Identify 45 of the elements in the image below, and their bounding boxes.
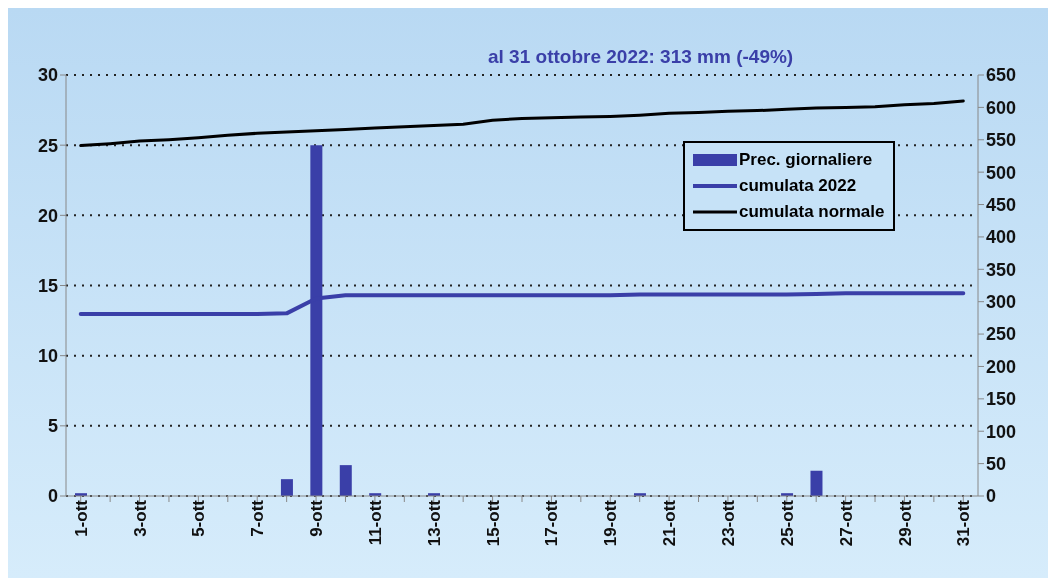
y2-tick-label: 600 (986, 97, 1017, 118)
y-tick-label: 25 (37, 135, 58, 156)
line-series (79, 99, 965, 148)
y2-tick-label: 0 (986, 486, 997, 507)
x-tick-label: 15-ott (483, 499, 503, 547)
y2-tick-label: 400 (986, 227, 1017, 248)
x-tick-label: 9-ott (307, 499, 327, 537)
y2-tick-label: 350 (986, 259, 1017, 280)
x-tick-label: 13-ott (424, 499, 444, 547)
y2-tick-label: 300 (986, 292, 1017, 313)
y2-tick-label: 150 (986, 389, 1017, 410)
legend-label: Prec. giornaliere (739, 150, 873, 170)
y2-tick-label: 200 (986, 356, 1017, 377)
y-tick-label: 5 (47, 416, 58, 437)
x-tick-label: 27-ott (836, 499, 856, 547)
x-tick-label: 7-ott (248, 499, 268, 537)
y2-tick-label: 250 (986, 324, 1017, 345)
text: al 31 ottobre 2022: 313 mm (-49%) (488, 46, 794, 68)
bar (339, 465, 352, 496)
legend-label: cumulata normale (739, 202, 885, 222)
y2-tick-label: 50 (986, 454, 1007, 475)
x-tick-label: 23-ott (719, 499, 739, 547)
x-tick-label: 21-ott (660, 499, 680, 547)
bar (280, 479, 293, 496)
x-tick-label: 11-ott (365, 499, 385, 546)
x-tick-label: 25-ott (777, 499, 797, 547)
y-tick-label: 30 (37, 65, 58, 86)
x-tick-label: 31-ott (954, 499, 974, 547)
x-tick-label: 3-ott (130, 499, 150, 537)
y2-tick-label: 500 (986, 162, 1017, 183)
x-tick-label: 17-ott (542, 499, 562, 547)
legend-label: cumulata 2022 (739, 176, 857, 196)
y2-tick-label: 100 (986, 421, 1017, 442)
y2-tick-label: 450 (986, 194, 1017, 215)
x-tick-label: 29-ott (895, 499, 915, 547)
y-tick-label: 15 (37, 275, 58, 296)
x-tick-label: 1-ott (71, 499, 91, 537)
bar (810, 470, 823, 496)
y-tick-label: 0 (47, 486, 58, 507)
y-tick-label: 20 (37, 205, 58, 226)
x-tick-label: 5-ott (189, 499, 209, 537)
x-tick-label: 19-ott (601, 499, 621, 547)
y-tick-label: 10 (37, 346, 58, 367)
y2-tick-label: 550 (986, 130, 1017, 151)
y2-tick-label: 650 (986, 65, 1017, 86)
